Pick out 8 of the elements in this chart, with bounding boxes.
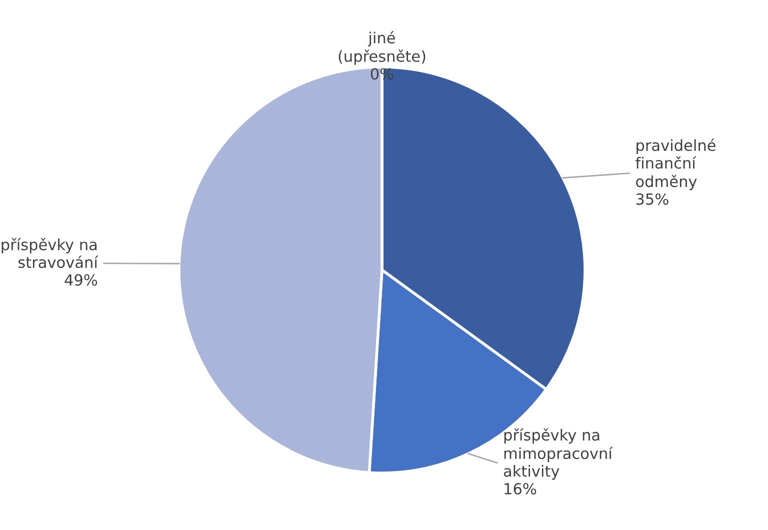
text: 0% [370,68,394,80]
slice-label: pravidelné finanční odměny [636,138,716,190]
slice-label: příspěvky na mimopracovní aktivity [504,428,613,480]
slice-label: příspěvky na stravování [2,238,98,268]
data-label: 49% [64,274,98,286]
data-label: 35% [636,193,668,205]
data-label: 16% [504,482,536,495]
category-label: jiné (upřesněte) [338,31,426,65]
